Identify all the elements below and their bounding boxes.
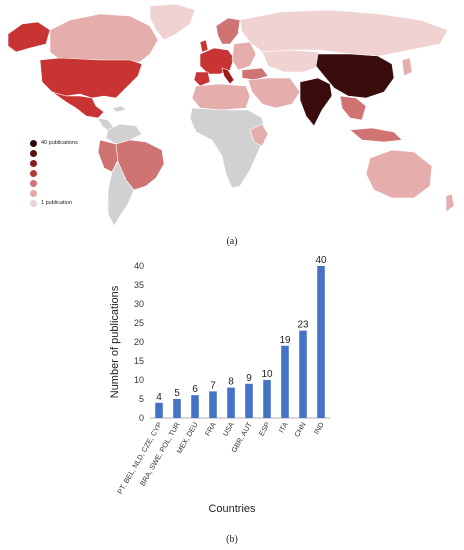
world-map: [0, 0, 464, 232]
map-region-australia: [365, 149, 433, 199]
bar: [227, 387, 235, 418]
y-axis-ticks: 0 5 10 15 20 25 30 35 40: [134, 261, 144, 423]
map-region-new-zealand: [445, 193, 455, 213]
bar: [317, 266, 325, 418]
bar: [299, 330, 307, 418]
legend-row-max: 40 publications: [30, 138, 78, 148]
map-region-japan: [401, 57, 413, 77]
map-region-central-asia: [261, 49, 321, 73]
map-region-uk: [199, 39, 209, 53]
bar: [155, 402, 163, 418]
x-category-label: IND: [312, 421, 326, 436]
map-region-middle-east: [247, 77, 301, 109]
map-region-sub-saharan-africa: [189, 107, 267, 189]
bar-value-label: 19: [279, 335, 291, 346]
map-region-east-africa: [249, 123, 269, 147]
bar-value-label: 7: [210, 380, 216, 391]
map-region-western-europe: [199, 47, 235, 75]
y-tick-label: 25: [134, 318, 144, 328]
legend-swatch: [30, 189, 37, 197]
map-legend: 40 publications 1 publication: [30, 138, 78, 208]
bar-value-label: 8: [228, 377, 234, 388]
map-region-southern-cone: [107, 161, 135, 227]
panel-label-b: (b): [226, 534, 238, 545]
x-category-label: FRA: [203, 420, 218, 437]
legend-row: [30, 148, 78, 158]
y-tick-label: 40: [134, 261, 144, 271]
y-tick-label: 0: [139, 413, 144, 423]
y-tick-label: 30: [134, 299, 144, 309]
map-region-canada: [49, 13, 159, 63]
bar-value-label: 10: [261, 369, 273, 380]
legend-max-label: 40 publications: [41, 140, 78, 146]
map-region-caribbean: [111, 105, 127, 113]
legend-min-label: 1 publication: [41, 200, 72, 206]
legend-row: [30, 178, 78, 188]
world-map-panel: 40 publications 1 publication: [0, 0, 464, 232]
map-region-greenland: [149, 3, 196, 41]
y-tick-label: 35: [134, 280, 144, 290]
legend-swatch: [30, 159, 37, 167]
legend-row-min: 1 publication: [30, 198, 78, 208]
map-region-scandinavia: [215, 17, 241, 45]
map-region-turkey: [241, 67, 269, 81]
map-region-north-africa: [191, 83, 251, 111]
bar-value-label: 5: [174, 388, 180, 399]
bar: [263, 380, 271, 418]
bar: [245, 383, 253, 418]
y-tick-label: 5: [139, 394, 144, 404]
x-category-label: ITA: [277, 420, 290, 434]
map-region-india: [299, 77, 333, 127]
legend-swatch: [30, 169, 37, 177]
bar-value-label: 4: [156, 392, 162, 403]
bar-value-label: 23: [297, 320, 309, 331]
legend-row: [30, 158, 78, 168]
legend-swatch: [30, 179, 37, 187]
map-region-russia: [239, 9, 449, 57]
map-region-indonesia: [349, 127, 403, 143]
y-tick-label: 20: [134, 337, 144, 347]
y-tick-label: 15: [134, 356, 144, 366]
x-category-label: ESP: [257, 420, 272, 437]
map-region-southeast-asia: [339, 95, 367, 121]
map-region-italy: [221, 67, 235, 85]
panel-label-a: (a): [226, 236, 238, 247]
bars-group: [155, 266, 325, 418]
y-tick-label: 10: [134, 375, 144, 385]
bar-value-label: 40: [315, 255, 327, 266]
legend-row: [30, 188, 78, 198]
value-labels-group: 4 5 6 7 8 9 10 19 23 40: [156, 255, 327, 403]
map-region-mexico: [51, 91, 105, 119]
x-category-label: CHN: [292, 421, 308, 439]
map-region-china: [315, 53, 395, 99]
bar: [173, 399, 181, 418]
map-region-iberia: [193, 71, 211, 87]
legend-swatch: [30, 199, 37, 207]
legend-swatch: [30, 139, 37, 147]
y-axis-title: Number of publications: [109, 285, 121, 398]
map-region-north-south-america: [105, 123, 143, 145]
bar-value-label: 6: [192, 384, 198, 395]
bar: [191, 395, 199, 418]
legend-swatch: [30, 149, 37, 157]
bar-value-label: 9: [246, 373, 252, 384]
bar: [209, 391, 217, 418]
map-region-eastern-europe: [231, 41, 257, 71]
bar: [281, 345, 289, 418]
map-region-alaska: [7, 21, 51, 53]
map-region-usa: [39, 57, 143, 99]
x-axis-title: Countries: [208, 503, 256, 515]
x-category-label: USA: [221, 420, 236, 437]
legend-row: [30, 168, 78, 178]
